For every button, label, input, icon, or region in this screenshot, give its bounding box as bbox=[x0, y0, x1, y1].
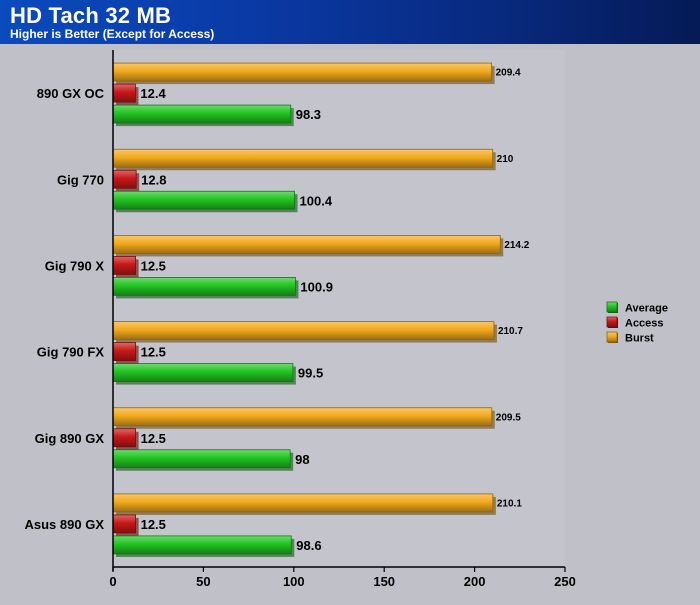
bar-access bbox=[112, 256, 137, 275]
bar-burst bbox=[112, 321, 495, 340]
data-label: 210.7 bbox=[498, 326, 523, 337]
x-tick-label: 250 bbox=[554, 574, 576, 589]
x-tick-label: 200 bbox=[464, 574, 486, 589]
data-label: 100.4 bbox=[300, 193, 333, 208]
bar-burst bbox=[112, 493, 494, 513]
data-label: 98.3 bbox=[296, 107, 321, 122]
legend-label: Access bbox=[625, 318, 664, 330]
data-label: 100.9 bbox=[300, 279, 333, 294]
data-label: 210.1 bbox=[497, 498, 522, 509]
data-label: 99.5 bbox=[298, 366, 323, 381]
x-tick-label: 150 bbox=[373, 574, 395, 589]
legend-swatch-burst bbox=[606, 331, 618, 343]
bar-access bbox=[112, 514, 137, 534]
bar-access bbox=[112, 169, 137, 189]
category-label: Asus 890 GX bbox=[25, 517, 105, 532]
category-label: 890 GX OC bbox=[37, 86, 105, 101]
legend-swatch-average bbox=[606, 301, 618, 313]
bar-access bbox=[112, 342, 137, 361]
bar-average bbox=[112, 535, 292, 555]
x-tick-label: 50 bbox=[196, 574, 210, 589]
bar-access bbox=[112, 428, 137, 448]
data-label: 209.5 bbox=[496, 412, 521, 423]
data-label: 12.4 bbox=[140, 86, 166, 101]
chart-subtitle: Higher is Better (Except for Access) bbox=[10, 27, 215, 41]
bar-burst bbox=[112, 407, 493, 427]
category-label: Gig 790 FX bbox=[37, 345, 105, 360]
category-label: Gig 890 GX bbox=[35, 431, 105, 446]
data-label: 210 bbox=[497, 154, 514, 165]
bar-burst bbox=[112, 235, 501, 254]
data-label: 12.5 bbox=[141, 517, 166, 532]
data-label: 12.8 bbox=[141, 172, 166, 187]
data-label: 214.2 bbox=[504, 240, 529, 251]
data-label: 12.5 bbox=[141, 431, 166, 446]
data-label: 98.6 bbox=[296, 538, 321, 553]
legend-label: Burst bbox=[625, 333, 654, 345]
plot-background bbox=[113, 50, 565, 567]
bar-average bbox=[112, 277, 296, 296]
legend-swatch-access bbox=[606, 316, 618, 328]
bar-average bbox=[112, 190, 295, 210]
x-tick-label: 0 bbox=[109, 574, 116, 589]
bar-average bbox=[112, 449, 291, 469]
legend-label: Average bbox=[625, 303, 668, 315]
bar-average bbox=[112, 104, 292, 124]
bar-chart: 890 GX OC 209.4 12.4 98.3 Gig 770 210 12.8 100.… bbox=[25, 50, 668, 589]
chart-title: HD Tach 32 MB bbox=[10, 3, 172, 28]
chart-header: HD Tach 32 MB Higher is Better (Except f… bbox=[0, 0, 700, 44]
chart-area: 890 GX OC 209.4 12.4 98.3 Gig 770 210 12.8 100.… bbox=[0, 44, 700, 600]
bar-burst bbox=[112, 62, 492, 82]
category-label: Gig 790 X bbox=[45, 258, 105, 273]
data-label: 209.4 bbox=[496, 68, 521, 79]
category-label: Gig 770 bbox=[57, 172, 104, 187]
bar-burst bbox=[112, 148, 494, 168]
bar-access bbox=[112, 83, 136, 103]
data-label: 12.5 bbox=[141, 258, 166, 273]
data-label: 12.5 bbox=[141, 345, 166, 360]
bar-average bbox=[112, 363, 294, 382]
x-tick-label: 100 bbox=[283, 574, 305, 589]
data-label: 98 bbox=[295, 452, 309, 467]
